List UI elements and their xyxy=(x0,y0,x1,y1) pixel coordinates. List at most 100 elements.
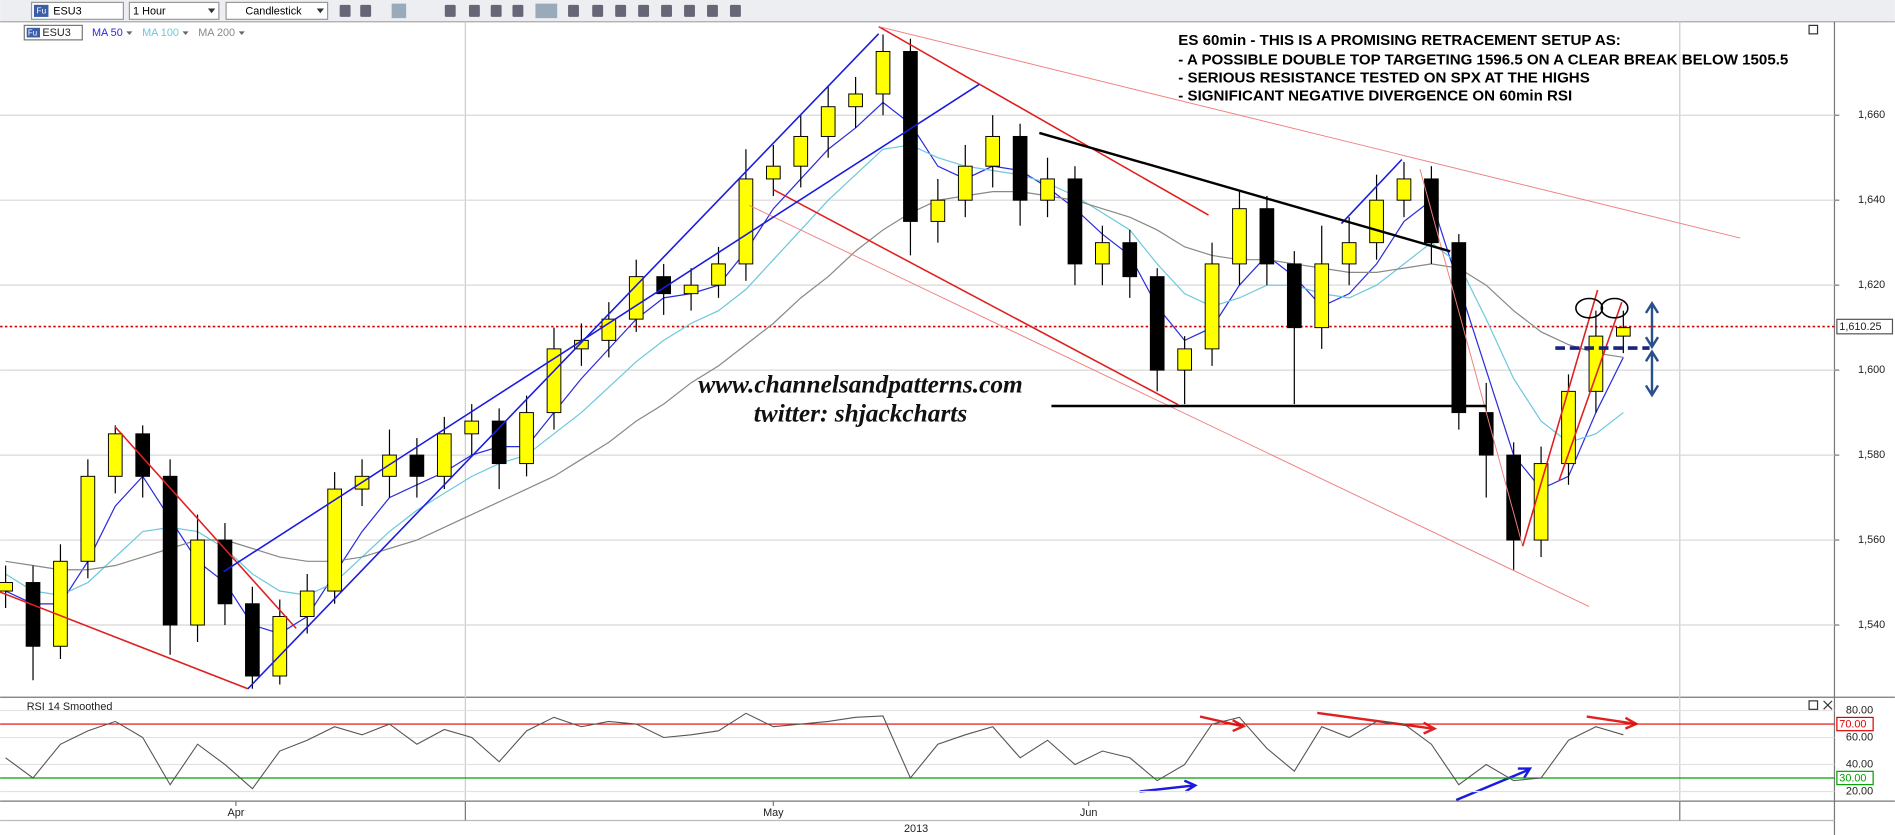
symbol: ESU3 xyxy=(53,5,81,17)
trend-line xyxy=(1340,158,1403,225)
symbol-badge: Fu xyxy=(36,6,46,16)
candle-body xyxy=(1615,327,1631,337)
tool-icon[interactable] xyxy=(684,4,695,17)
tool-icon[interactable] xyxy=(592,4,604,17)
trend-line xyxy=(773,189,1179,406)
tool-icon[interactable] xyxy=(638,4,650,17)
interval-select[interactable] xyxy=(128,1,220,20)
candle-body xyxy=(1095,242,1110,265)
moving-average xyxy=(5,191,1624,571)
y-tick-label: 1,640 xyxy=(1858,194,1885,206)
divergence-arrow xyxy=(1586,715,1639,730)
candle-body xyxy=(0,582,13,592)
candle-body xyxy=(1067,178,1083,265)
candle-body xyxy=(162,475,178,626)
candle-body xyxy=(1122,242,1138,278)
annotation-line: - A POSSIBLE DOUBLE TOP TARGETING 1596.5… xyxy=(1178,51,1788,68)
trend-line xyxy=(223,83,980,573)
candle-body xyxy=(820,106,836,137)
tool-icon[interactable] xyxy=(729,4,741,17)
candle-body xyxy=(1341,242,1357,265)
double-arrow xyxy=(1644,301,1660,350)
candle-body xyxy=(848,93,863,108)
tool-icon[interactable] xyxy=(490,4,502,17)
candle-body xyxy=(930,199,946,222)
candle-body xyxy=(601,318,617,341)
grid: 1,540 1,560 1,580 1,600 1,620 1,640 1,660 Apr Ma… xyxy=(0,109,1894,819)
trend-line xyxy=(1521,289,1599,547)
dropdown-arrow xyxy=(316,8,324,14)
candle-body xyxy=(1506,454,1521,541)
y-tick-label: 1,600 xyxy=(1858,364,1885,376)
divergence-arrow xyxy=(1455,767,1533,802)
toolbar-icons xyxy=(339,3,741,19)
candle-body xyxy=(1232,208,1247,265)
candle-body xyxy=(766,165,781,180)
top-marker xyxy=(1600,297,1629,319)
trend-line xyxy=(0,591,249,690)
tool-icon[interactable] xyxy=(535,3,558,19)
candle-body xyxy=(793,135,809,167)
candle-body xyxy=(875,51,891,95)
rsi-level-box xyxy=(1836,716,1874,732)
candle-body xyxy=(683,284,699,295)
legend-entry: MA 200 xyxy=(198,27,235,39)
trend-line xyxy=(1039,131,1451,253)
annotation-title: ES 60min - THIS IS A PROMISING RETRACEME… xyxy=(1178,32,1621,49)
candle-body xyxy=(217,539,233,605)
tool-icon[interactable] xyxy=(615,4,627,17)
rsi-level-box xyxy=(1836,770,1874,786)
tool-icon[interactable] xyxy=(512,4,524,17)
trend-line xyxy=(247,33,880,690)
tool-icon[interactable] xyxy=(707,4,718,17)
candle-body xyxy=(903,51,918,222)
chart-style: Candlestick xyxy=(245,5,302,17)
maximize-button[interactable] xyxy=(1808,24,1819,35)
symbol-box[interactable] xyxy=(30,1,124,20)
tool-icon[interactable] xyxy=(568,4,579,17)
top-marker xyxy=(1575,297,1604,319)
candle-body xyxy=(628,276,644,320)
legend-badge: Fu xyxy=(28,28,37,37)
year-label: 2013 xyxy=(904,823,928,835)
tool-icon[interactable] xyxy=(468,4,480,17)
tool-icon[interactable] xyxy=(444,4,456,17)
candle-body xyxy=(1588,335,1604,392)
legend-symbol: ESU3 xyxy=(42,27,70,39)
candle-body xyxy=(272,616,288,677)
x-tick-label: Apr xyxy=(227,807,244,819)
style-select[interactable] xyxy=(225,1,329,20)
candle-body xyxy=(1204,263,1220,350)
candle-body xyxy=(519,412,534,465)
candle-body xyxy=(409,454,425,477)
close-button[interactable] xyxy=(1823,700,1833,710)
rsi-tick-label: 80.00 xyxy=(1846,704,1873,716)
maximize-button[interactable] xyxy=(1808,700,1819,710)
last-price-label: 1,610.25 xyxy=(1839,321,1881,333)
moving-average xyxy=(5,144,1624,596)
candle-body xyxy=(190,539,205,626)
tool-icon[interactable] xyxy=(661,4,672,17)
legend-badge-bg xyxy=(26,27,40,38)
candle-body xyxy=(1478,412,1494,456)
legend-dropdown xyxy=(182,31,189,36)
legend-dropdown xyxy=(238,31,245,36)
tool-icon[interactable] xyxy=(391,3,407,19)
candle-body xyxy=(546,348,562,414)
double-arrow xyxy=(1644,349,1660,398)
rsi-level-label: 70.00 xyxy=(1839,719,1866,731)
tool-icon[interactable] xyxy=(360,4,372,17)
legend-entry: MA 100 xyxy=(142,27,179,39)
divergence-arrow xyxy=(1317,711,1438,735)
x-tick-label: Jun xyxy=(1080,807,1098,819)
annotation-line: - SIGNIFICANT NEGATIVE DIVERGENCE ON 60m… xyxy=(1178,88,1572,105)
candle-body xyxy=(1149,276,1165,371)
interval: 1 Hour xyxy=(133,5,166,17)
candle-body xyxy=(245,603,260,677)
candle-body xyxy=(327,488,342,592)
tool-icon[interactable] xyxy=(339,4,351,17)
rsi-tick-label: 60.00 xyxy=(1846,731,1873,743)
y-tick-label: 1,660 xyxy=(1858,109,1885,121)
trend-line xyxy=(1558,301,1623,482)
